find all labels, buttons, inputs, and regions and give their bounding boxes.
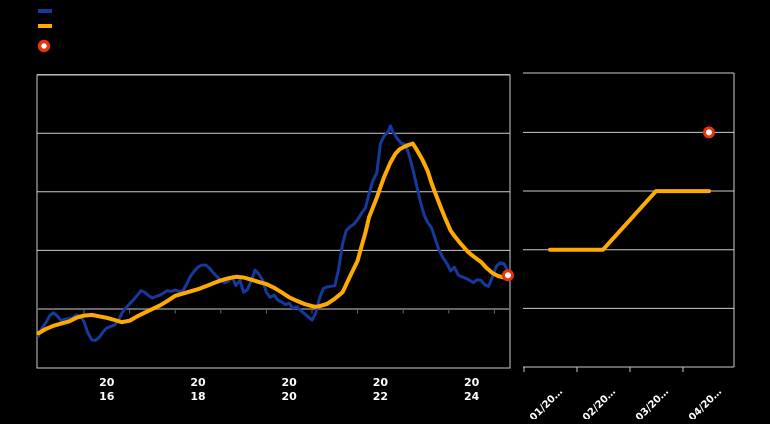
history-panel: 20 16 20 18 20 20 20 22 20 24 — [36, 74, 514, 403]
plot-border — [36, 74, 511, 369]
latest-value-marker-recent[interactable] — [703, 126, 715, 139]
latest-value-marker[interactable] — [501, 269, 514, 282]
legend-swatch-marker[interactable] — [37, 39, 51, 53]
x-axis-label: 20 24 — [464, 376, 480, 403]
legend — [37, 9, 52, 53]
x-axis-label: 20 16 — [99, 376, 115, 403]
x-axis-label: 20 22 — [373, 376, 389, 403]
x-axis-label: 20 20 — [282, 376, 298, 403]
legend-swatch-orange-line[interactable] — [38, 24, 52, 28]
orange-series-line[interactable] — [36, 141, 512, 336]
x-axis-label: 20 18 — [190, 376, 206, 403]
legend-swatch-blue-line[interactable] — [38, 9, 52, 13]
orange-series-line-recent[interactable] — [548, 189, 711, 252]
